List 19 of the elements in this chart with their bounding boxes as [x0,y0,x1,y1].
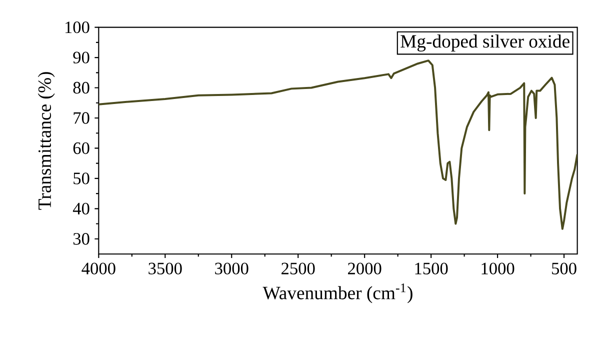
y-tick-label: 50 [74,172,90,184]
y-tick-label: 60 [73,142,90,154]
y-tick-label: 70 [74,112,90,124]
x-tick-label: 1500 [415,262,448,274]
y-tick-label: 100 [65,21,90,34]
x-tick-label: 3000 [215,262,248,274]
x-axis-title: Wavenumber (cm$^{-1}$) [262,284,412,304]
x-tick-label: 2000 [348,262,382,274]
x-tick-label: 4000 [82,262,116,274]
y-axis-title: Transmittance (%) [38,72,55,210]
y-tick-label: 30 [73,233,90,245]
y-tick-label: 90 [73,52,90,64]
y-tick-label: 80 [73,82,90,94]
x-tick-label: 3500 [148,262,182,274]
x-tick-label: 2500 [282,262,315,274]
x-tick-label: 500 [552,262,576,274]
annotation: Mg-doped silver oxide [400,34,570,52]
y-tick-label: 40 [72,202,90,215]
x-tick-label: 1000 [482,262,514,274]
